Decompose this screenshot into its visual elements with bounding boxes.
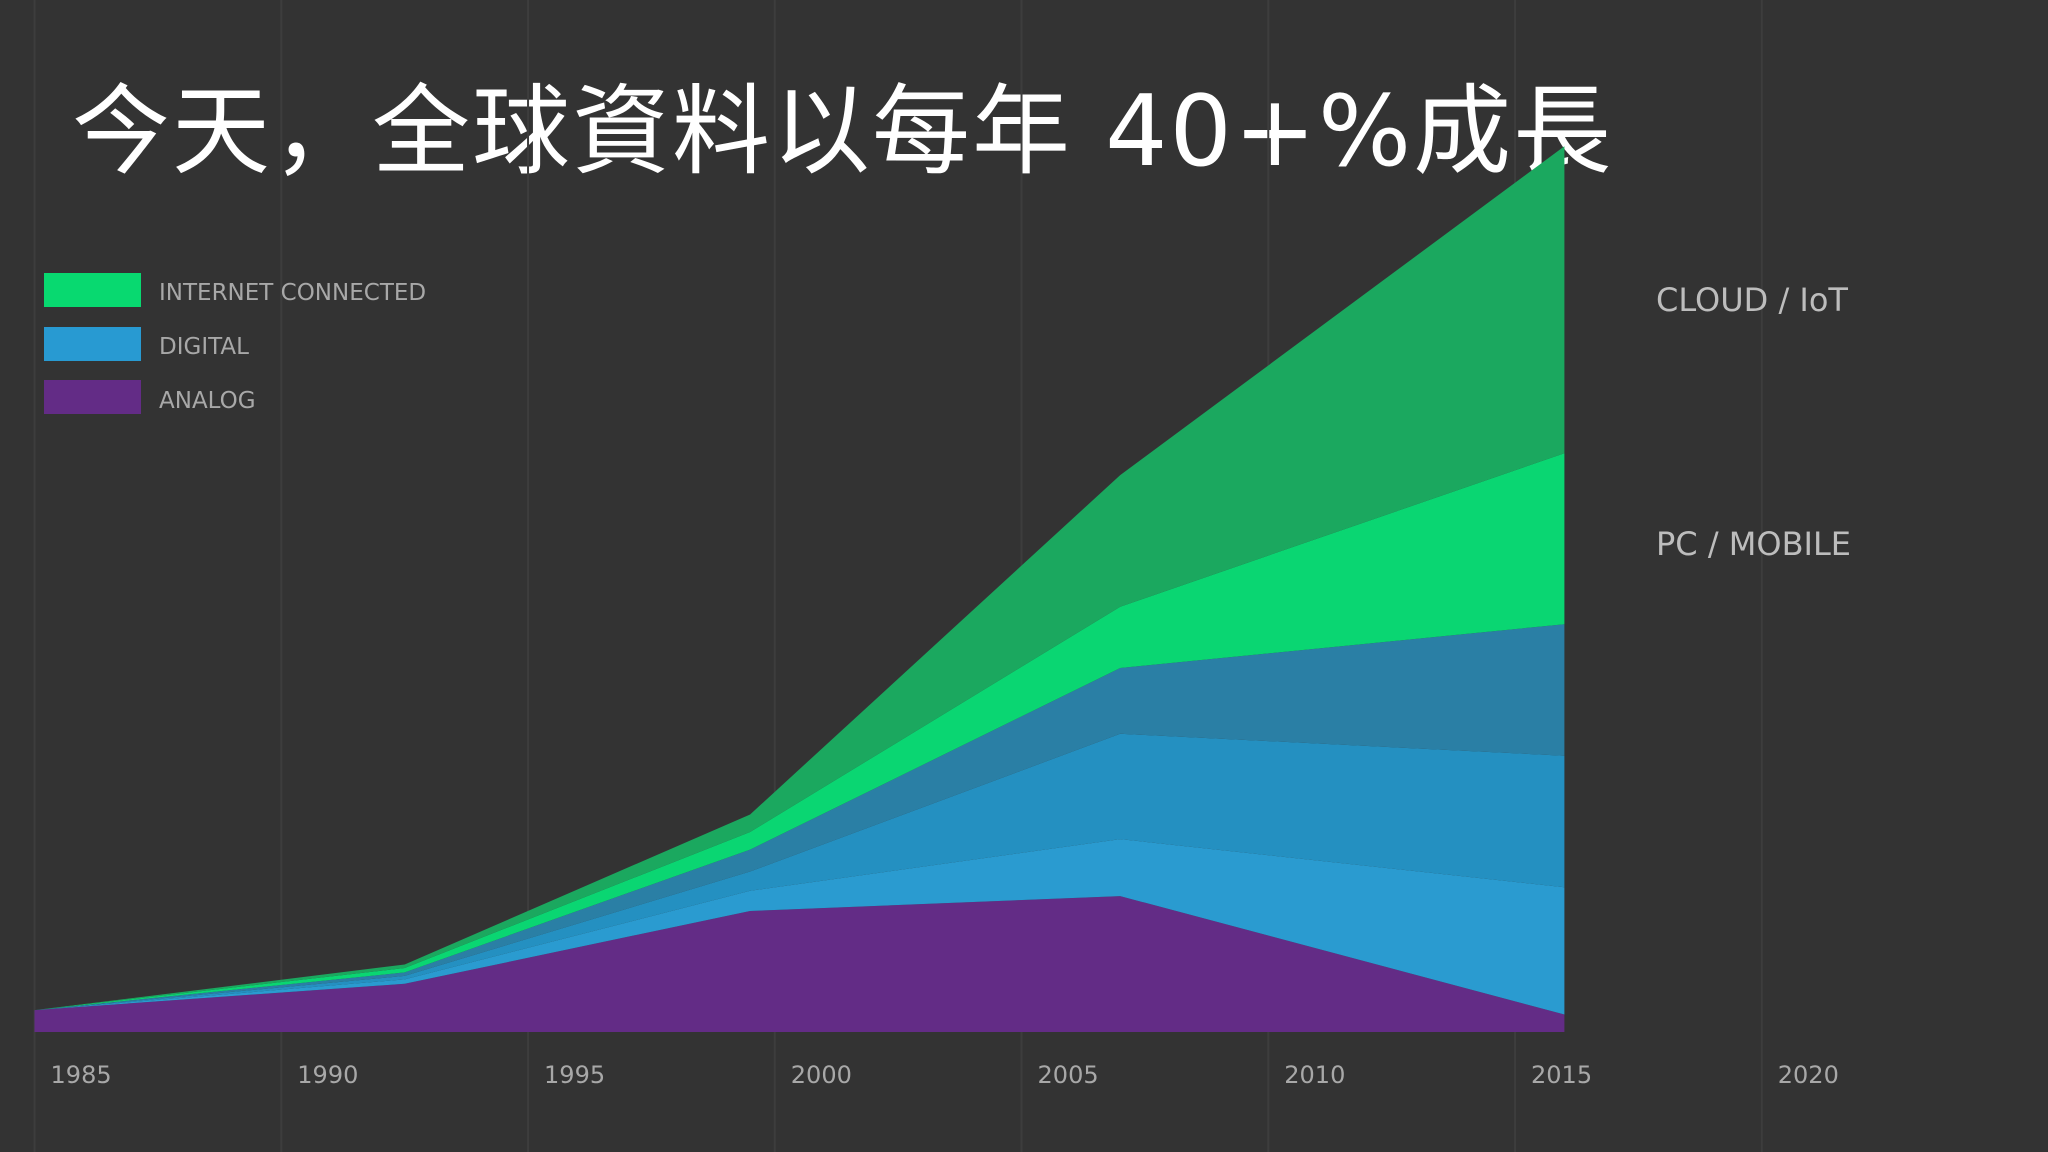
area-band-5-internet-connected — [34, 453, 1565, 1011]
x-tick-1995: 1995 — [544, 1061, 605, 1089]
x-tick-2020: 2020 — [1778, 1061, 1839, 1089]
area-series — [34, 146, 1565, 1032]
x-tick-2015: 2015 — [1531, 1061, 1592, 1089]
annotation-pc-mobile: PC / MOBILE — [1656, 525, 1851, 563]
x-tick-2010: 2010 — [1284, 1061, 1345, 1089]
chart-title: 今天，全球資料以每年 40+%成長 — [72, 75, 1614, 189]
legend-swatch-digital — [44, 327, 141, 361]
area-band-1-analog — [34, 896, 1565, 1032]
legend-label-digital: DIGITAL — [159, 334, 249, 360]
area-band-2-digital — [34, 839, 1565, 1015]
legend-swatch-internet — [44, 273, 141, 307]
x-tick-1990: 1990 — [297, 1061, 358, 1089]
legend-label-analog: ANALOG — [159, 388, 256, 414]
x-tick-2000: 2000 — [791, 1061, 852, 1089]
x-axis-ticks: 1985 1990 1995 2000 2005 2010 2015 2020 — [51, 1061, 1839, 1089]
legend-label-internet: INTERNET CONNECTED — [159, 280, 426, 306]
annotation-cloud-iot: CLOUD / IoT — [1656, 281, 1848, 319]
legend: INTERNET CONNECTED DIGITAL ANALOG — [44, 273, 426, 414]
x-tick-1985: 1985 — [51, 1061, 112, 1089]
x-tick-2005: 2005 — [1038, 1061, 1099, 1089]
area-band-3-digital — [34, 733, 1565, 1011]
legend-swatch-analog — [44, 380, 141, 414]
area-band-4-digital — [34, 624, 1565, 1011]
